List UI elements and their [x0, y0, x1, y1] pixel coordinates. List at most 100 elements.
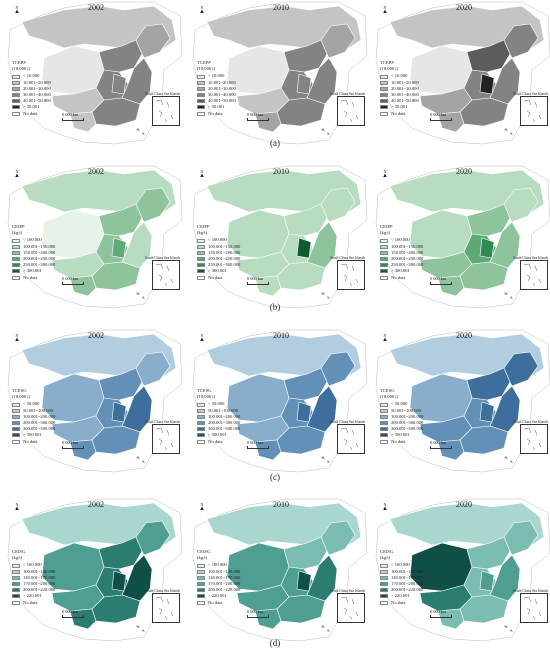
legend-swatch — [380, 250, 388, 255]
legend-item: No data — [380, 275, 423, 281]
legend-item: 100.001~140.000 — [197, 569, 240, 575]
coastal-islands — [136, 625, 145, 632]
region-highlight — [479, 237, 495, 259]
legend-swatch — [12, 582, 20, 587]
legend-item: 140.001~170.000 — [197, 575, 240, 581]
north-arrow-icon: N ▲ — [382, 5, 388, 16]
legend-item: 100.001~150.000 — [12, 244, 55, 250]
legend-label: 150.001~200.000 — [23, 249, 56, 255]
inset-islands — [523, 427, 542, 451]
year-label: 2002 — [88, 331, 104, 340]
legend-item: No data — [197, 600, 240, 606]
region-ne — [135, 520, 171, 556]
legend-title: TCEPP — [12, 60, 26, 65]
scale-text: 0 600 km — [62, 276, 79, 281]
region-ne — [503, 520, 539, 556]
legend-label: 170.001~200.000 — [391, 580, 424, 586]
scale-bar: 0 600 km — [430, 112, 452, 121]
legend-unit: (10,000 t) — [380, 66, 399, 72]
legend-item: 100.001~200.000 — [12, 414, 55, 420]
region-south — [276, 97, 326, 127]
legend-label: > 50.001 — [23, 104, 40, 110]
legend-swatch — [12, 244, 20, 249]
year-label: 2010 — [273, 500, 289, 509]
year-label: 2020 — [456, 500, 472, 509]
south-china-sea-inset: South China Sea Islands — [330, 589, 365, 623]
region-south — [91, 261, 141, 291]
legend-swatch — [380, 275, 388, 280]
region-sw — [69, 111, 97, 133]
legend-swatch — [12, 86, 20, 91]
year-label: 2020 — [456, 167, 472, 176]
legend-label: < 50.000 — [208, 401, 225, 407]
legend-item: > 50.001 — [12, 104, 51, 110]
region-south — [276, 425, 326, 455]
region-highlight — [479, 570, 495, 592]
north-label: N — [383, 169, 387, 174]
region-ne — [135, 23, 171, 59]
legend-item: < 100.000 — [12, 237, 55, 243]
legend-swatch — [197, 563, 205, 568]
map-panel-d-2020: 2020 N ▲ CEISG (kg/t) < 100.000 100.001~140.00… — [372, 497, 550, 647]
legend-item: 10.001~20.000 — [12, 80, 51, 86]
legend-swatch — [380, 238, 388, 243]
legend-label: < 100.000 — [23, 562, 42, 568]
legend-swatch — [12, 433, 20, 438]
legend-item: 140.001~170.000 — [380, 575, 423, 581]
legend-label: 200.001~250.000 — [23, 255, 56, 261]
legend-item: 100.001~200.000 — [197, 414, 240, 420]
inset-label: South China Sea Islands — [145, 589, 181, 593]
legend-label: 100.001~200.000 — [391, 413, 424, 419]
north-arrow-glyph: ▲ — [382, 173, 388, 179]
legend-label: > 500.001 — [208, 432, 227, 438]
scale-text: 0 600 km — [430, 440, 447, 445]
north-label: N — [383, 5, 387, 10]
map-panel-d-2010: 2010 N ▲ CEISG (kg/t) < 100.000 100.001~140.00… — [189, 497, 369, 647]
inset-label: South China Sea Islands — [513, 256, 549, 260]
inset-islands — [155, 427, 174, 451]
legend-item: > 220.001 — [380, 593, 423, 599]
inset-label: South China Sea Islands — [330, 256, 366, 260]
legend-title: TCESG — [12, 388, 27, 393]
map-panel-c-2002: 2002 N ▲ TCESG (10,000 t) < 50.000 50.001~100.… — [4, 328, 184, 478]
legend-item: 170.001~200.000 — [12, 581, 55, 587]
north-arrow-icon: N ▲ — [14, 170, 20, 180]
region-ne — [135, 187, 171, 223]
legend-label: 250.001~300.000 — [23, 262, 56, 268]
region-ne — [503, 351, 539, 387]
legend-item: 140.001~170.000 — [12, 575, 55, 581]
china-map — [192, 498, 368, 642]
scale-text: 0 600 km — [62, 112, 79, 117]
legend-swatch — [380, 427, 388, 432]
china-map — [192, 165, 368, 309]
north-arrow-icon: N ▲ — [382, 503, 388, 513]
legend-swatch — [197, 402, 205, 407]
legend-label: No data — [208, 438, 223, 444]
north-label: N — [200, 5, 204, 10]
scale-text: 0 600 km — [430, 609, 447, 614]
map-panel-c-2020: 2020 N ▲ TCESG (10,000 t) < 50.000 50.001~100.… — [372, 328, 550, 478]
legend-item: 170.001~200.000 — [197, 581, 240, 587]
legend-item: > 50.001 — [197, 104, 236, 110]
region-south — [276, 594, 326, 624]
coastal-islands — [504, 128, 513, 135]
legend-swatch — [380, 439, 388, 444]
legend-unit: (10,000 t) — [12, 394, 31, 400]
legend-item: > 50.001 — [380, 104, 419, 110]
legend-label: 150.001~200.000 — [391, 249, 424, 255]
legend-label: 300.001~500.000 — [391, 426, 424, 432]
legend-item: No data — [197, 111, 236, 117]
legend-label: > 300.001 — [23, 268, 42, 274]
year-label: 2010 — [273, 167, 289, 176]
south-china-sea-inset: South China Sea Islands — [513, 256, 548, 290]
map-legend: TCEPP (10,000 t) < 10.000 10.001~20.000 20.0… — [197, 60, 236, 117]
legend-label: < 10.000 — [23, 73, 40, 79]
legend-item: < 50.000 — [197, 401, 240, 407]
legend-swatch — [12, 275, 20, 280]
legend-label: 140.001~170.000 — [23, 574, 56, 580]
region-highlight — [479, 401, 495, 423]
legend-swatch — [380, 433, 388, 438]
map-legend: TCEPP (10,000 t) < 10.000 10.001~20.000 20.0… — [12, 60, 51, 117]
legend-swatch — [380, 263, 388, 268]
legend-label: 200.001~250.000 — [208, 255, 241, 261]
